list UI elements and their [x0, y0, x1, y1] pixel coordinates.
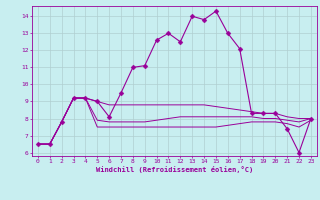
X-axis label: Windchill (Refroidissement éolien,°C): Windchill (Refroidissement éolien,°C): [96, 166, 253, 173]
